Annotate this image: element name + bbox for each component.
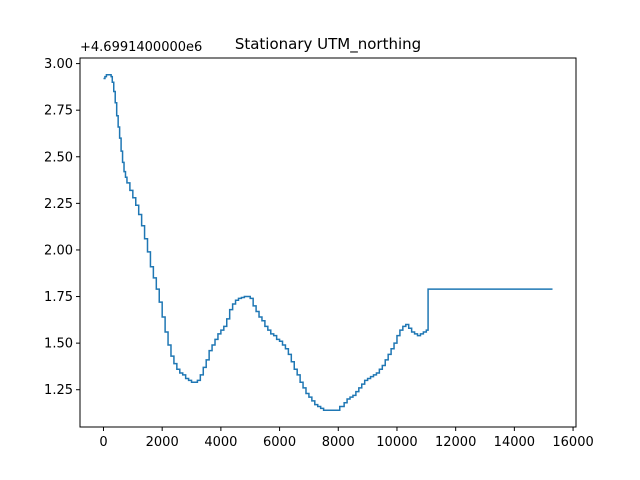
y-tick-label: 1.50 <box>44 337 73 352</box>
x-tick-label: 0 <box>99 435 107 450</box>
y-tick-label: 2.25 <box>44 197 73 212</box>
y-tick-label: 3.00 <box>44 57 73 72</box>
plot-area <box>103 74 553 411</box>
x-tick-label: 2000 <box>146 435 179 450</box>
x-tick-label: 12000 <box>435 435 476 450</box>
x-tick-label: 10000 <box>376 435 417 450</box>
y-offset-label: +4.6991400000e6 <box>80 40 202 55</box>
y-tick-label: 1.25 <box>44 383 73 398</box>
x-axis: 0 2000 4000 6000 8000 10000 12000 14000 16000 <box>99 427 594 450</box>
y-tick-label: 2.00 <box>44 243 73 258</box>
y-tick-label: 1.75 <box>44 290 73 305</box>
y-tick-label: 2.75 <box>44 104 73 119</box>
x-tick-label: 4000 <box>204 435 237 450</box>
x-tick-label: 8000 <box>322 435 355 450</box>
x-tick-label: 16000 <box>552 435 593 450</box>
x-tick-label: 14000 <box>494 435 535 450</box>
series-line <box>103 74 553 411</box>
y-axis: 1.25 1.50 1.75 2.00 2.25 2.50 2.75 3.00 <box>44 57 80 398</box>
x-tick-label: 6000 <box>263 435 296 450</box>
axes-frame <box>79 57 577 428</box>
chart-title: Stationary UTM_northing <box>235 35 421 54</box>
y-tick-label: 2.50 <box>44 150 73 165</box>
